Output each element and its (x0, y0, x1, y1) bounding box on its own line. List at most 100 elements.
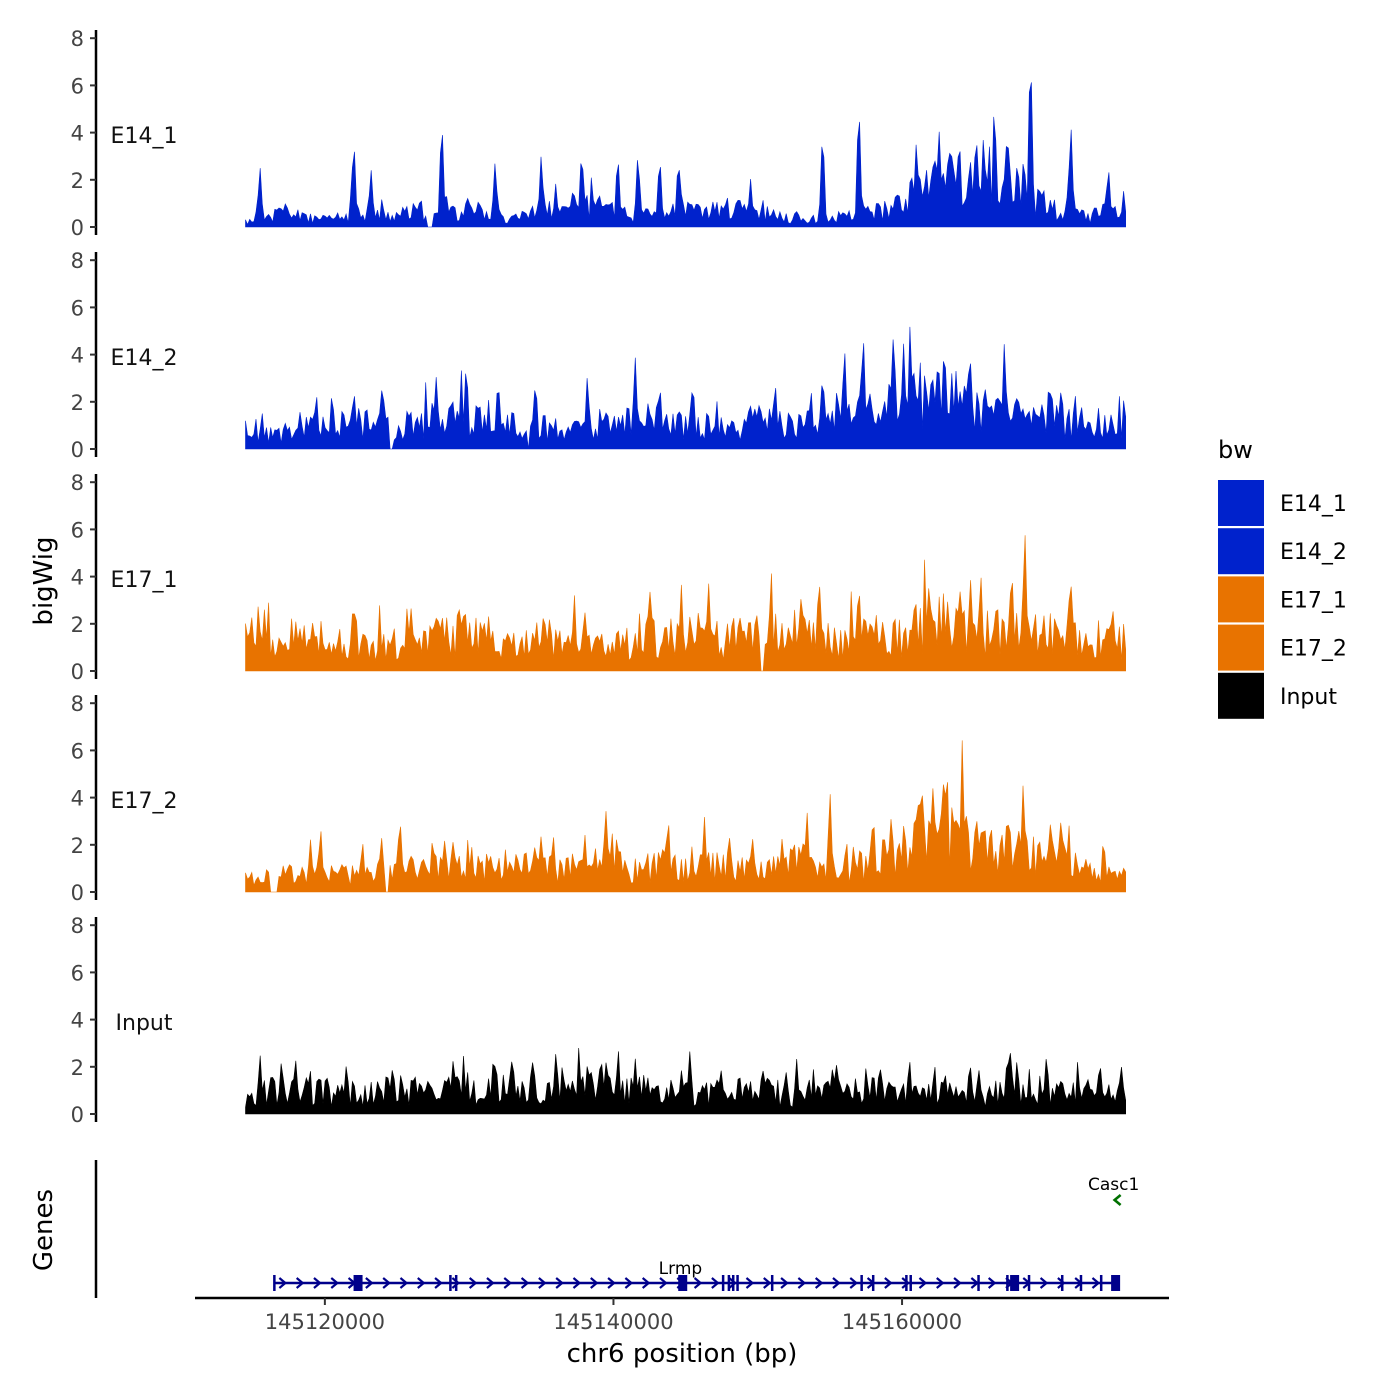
strand-arrow (918, 1277, 928, 1289)
strand-arrow (365, 1277, 374, 1289)
y-tick-label: 8 (71, 249, 84, 273)
track-e14-1: 0 2 4 6 8 E14_1 (71, 27, 1126, 240)
strand-arrow (884, 1277, 893, 1289)
legend-label: Input (1280, 685, 1337, 710)
strand-arrow (434, 1277, 443, 1289)
genes-axis-title: Genes (29, 1189, 59, 1271)
exon (1006, 1275, 1009, 1291)
strand-arrow (451, 1277, 461, 1289)
legend-title: bw (1218, 436, 1253, 464)
strand-arrow (849, 1277, 858, 1289)
y-tick-label: 4 (71, 1009, 84, 1033)
exon (736, 1275, 739, 1291)
exon (1099, 1275, 1103, 1291)
exon (905, 1275, 908, 1291)
strand-arrow (624, 1277, 634, 1289)
gene-casc1: Casc1 (1088, 1175, 1139, 1206)
y-tick-label: 8 (71, 692, 84, 716)
track-label: E17_2 (111, 789, 178, 814)
strand-arrow (399, 1277, 409, 1289)
exon (909, 1275, 912, 1291)
gene-lrmp: Lrmp (273, 1259, 1121, 1291)
legend-label: E17_2 (1280, 637, 1347, 662)
strand-arrow (1039, 1277, 1049, 1289)
y-tick-label: 0 (71, 216, 84, 240)
y-tick-label: 8 (71, 914, 84, 938)
legend: bw E14_1 E14_2 E17_1 E17_2 Input (1218, 436, 1347, 719)
y-tick-label: 2 (71, 1056, 84, 1080)
track-label: E17_1 (111, 568, 178, 593)
track-input: 0 2 4 6 8 Input (71, 914, 1126, 1127)
strand-arrow (468, 1277, 478, 1289)
exon (977, 1275, 980, 1291)
exon (727, 1275, 731, 1291)
legend-label: E17_1 (1280, 588, 1347, 613)
signal-area (245, 326, 1126, 450)
exon (721, 1275, 725, 1291)
strand-arrow (763, 1277, 772, 1289)
y-tick-label: 0 (71, 881, 84, 905)
y-tick-label: 8 (71, 471, 84, 495)
legend-swatch (1218, 576, 1264, 623)
exon (449, 1275, 452, 1291)
strand-arrow (503, 1277, 512, 1289)
strand-arrow (572, 1277, 582, 1289)
track-e17-2: 0 2 4 6 8 E17_2 (71, 692, 1126, 905)
exon (860, 1275, 863, 1291)
strand-arrow (382, 1277, 391, 1289)
signal-area (245, 1047, 1126, 1115)
strand-arrow (555, 1277, 564, 1289)
strand-arrow (728, 1277, 737, 1289)
tracks-panel: 0 2 4 6 8 E14_1 0 2 4 6 8 E14_2 0 2 4 6 8 E17_1 0 2 4 6 8 E17_2… (71, 27, 1126, 1127)
strand-arrow (486, 1277, 495, 1289)
legend-label: E14_1 (1280, 492, 1347, 517)
exon (871, 1275, 875, 1291)
x-tick-label: 145140000 (553, 1310, 673, 1334)
y-axis-title: bigWig (29, 536, 59, 625)
strand-arrow (1112, 1194, 1122, 1206)
exon (678, 1275, 688, 1291)
strand-arrow (901, 1277, 910, 1289)
track-e14-2: 0 2 4 6 8 E14_2 (71, 249, 1126, 462)
y-tick-label: 8 (71, 27, 84, 51)
strand-arrow (659, 1277, 668, 1289)
exon (770, 1275, 774, 1291)
strand-arrow (607, 1277, 616, 1289)
exon (353, 1275, 363, 1291)
strand-arrow (797, 1277, 807, 1289)
signal-area (245, 535, 1126, 672)
strand-arrow (832, 1277, 841, 1289)
strand-arrow (590, 1277, 599, 1289)
exon (1027, 1275, 1031, 1291)
exon (1010, 1275, 1020, 1291)
legend-swatch (1218, 672, 1264, 719)
strand-arrow (520, 1277, 530, 1289)
signal-area (245, 82, 1126, 228)
y-tick-label: 6 (71, 74, 84, 98)
track-label: E14_2 (111, 346, 178, 371)
strand-arrow (1057, 1277, 1066, 1289)
exon (273, 1275, 276, 1291)
strand-arrow (295, 1277, 305, 1289)
y-tick-label: 6 (71, 961, 84, 985)
exon (1111, 1275, 1121, 1291)
y-tick-label: 4 (71, 344, 84, 368)
strand-arrow (780, 1277, 789, 1289)
track-label: E14_1 (111, 124, 178, 149)
gene-label: Casc1 (1088, 1175, 1139, 1195)
exon (454, 1275, 458, 1291)
strand-arrow (936, 1277, 945, 1289)
signal-area (245, 740, 1126, 893)
track-label: Input (116, 1011, 173, 1036)
y-tick-label: 2 (71, 391, 84, 415)
genes-panel: Lrmp Casc1 (94, 1160, 1139, 1298)
x-tick-label: 145120000 (265, 1310, 385, 1334)
gene-label: Lrmp (659, 1259, 703, 1279)
strand-arrow (711, 1277, 720, 1289)
y-tick-label: 4 (71, 122, 84, 146)
y-tick-label: 6 (71, 518, 84, 542)
track-e17-1: 0 2 4 6 8 E17_1 (71, 471, 1126, 684)
exon (731, 1275, 735, 1291)
strand-arrow (693, 1277, 703, 1289)
